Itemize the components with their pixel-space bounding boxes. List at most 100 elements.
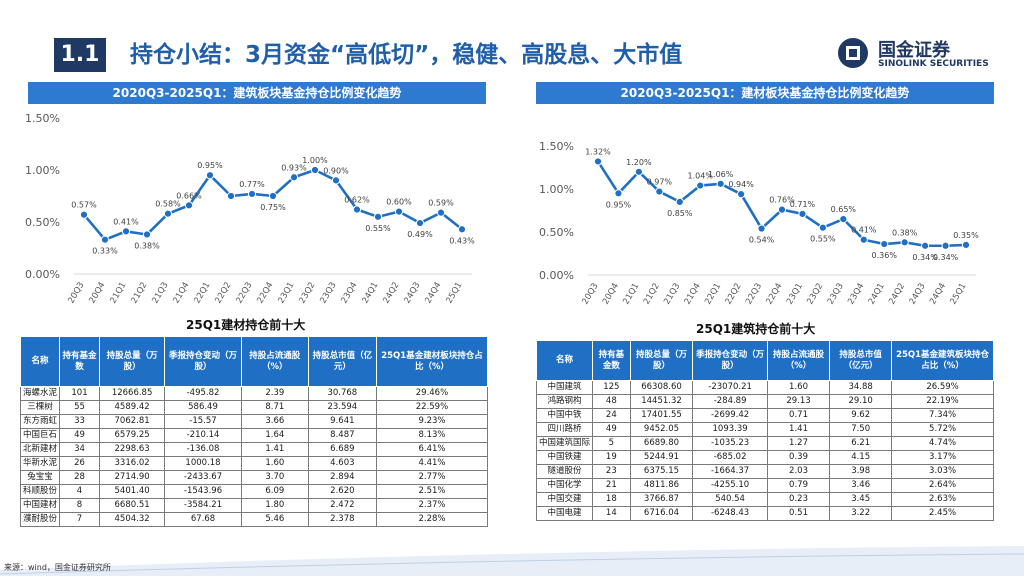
table-cell: 6.689 [307,442,377,457]
table-cell: 中国电建 [535,506,594,521]
data-point [839,215,848,224]
data-point [205,171,215,180]
table-row: 隧道股份 23 6375.15 -1664.37 2.03 3.98 3.03% [535,464,994,479]
data-label: 0.34% [912,253,938,262]
x-tick-label: 24Q3 [908,282,928,307]
table-cell: 8.71 [240,400,309,415]
data-point [100,235,110,244]
table-cell: 7062.81 [99,414,166,429]
data-label: 0.95% [197,161,223,170]
data-point [716,179,725,188]
table-cell: 6680.51 [99,498,166,513]
x-tick-label: 21Q3 [150,281,170,306]
x-tick-label: 20Q4 [87,281,107,306]
data-point [415,218,425,228]
table-cell: 5401.40 [99,484,166,499]
logo-en-text: SINOLINK SECURITIES [878,59,989,69]
x-tick-label: 20Q3 [66,281,86,306]
table-cell: 33 [59,414,101,429]
table-cell: 3316.02 [99,456,166,471]
data-label: 0.36% [872,251,898,260]
x-tick-label: 23Q1 [785,282,805,307]
y-tick-label: 1.50% [25,112,60,125]
table-cell: 3.98 [829,464,893,479]
table-cell: 海螺水泥 [19,386,61,401]
data-point [184,201,194,210]
y-tick-label: 0.50% [539,226,574,239]
table-cell: 2.39 [240,386,309,401]
table-cell: 5.46 [240,512,309,527]
table-row: 四川路桥 49 9452.05 1093.39 1.41 7.50 5.72% [535,422,994,437]
x-tick-label: 24Q1 [360,281,380,306]
table-cell: 6579.25 [99,428,166,443]
table-cell: 14451.32 [629,394,694,409]
table-row: 濮耐股份 7 4504.32 67.68 5.46 2.378 2.28% [19,512,489,527]
table-cell: -6248.43 [692,506,768,521]
table-cell: 1.41 [240,442,309,457]
table-cell: 2.51% [375,484,489,499]
data-point [226,191,236,201]
table-cell: 9.62 [829,408,893,423]
table-row: 中国化学 21 4811.86 -4255.10 0.79 3.46 2.64% [535,478,994,493]
table-cell: 1000.18 [164,456,242,471]
table-cell: 三棵树 [19,400,61,415]
x-tick-label: 21Q4 [171,281,191,306]
data-label: 0.59% [428,199,454,208]
table-cell: 29.10 [829,394,893,409]
data-point [593,157,603,166]
table-row: 中国建材 8 6680.51 -3584.21 1.80 2.472 2.37% [19,498,489,513]
table-cell: 2.620 [307,484,377,499]
table-row: 中国铁建 19 5244.91 -685.02 0.39 4.15 3.17% [535,450,994,465]
footer-swoosh [0,546,1024,576]
table-cell: 540.54 [692,492,768,507]
table-row: 科顺股份 4 5401.40 -1543.96 6.09 2.620 2.51% [19,484,489,499]
table-row: 三棵树 55 4589.42 586.49 8.71 23.594 22.59% [19,400,489,415]
data-point [614,189,623,198]
table-cell: 3.22 [829,506,893,521]
table-cell: 3766.87 [629,492,694,507]
table-cell: 21 [592,478,631,493]
table-cell: 9.641 [307,414,377,429]
data-label: 0.38% [134,241,160,250]
x-tick-label: 22Q2 [213,281,233,306]
table-cell: 14 [592,506,631,521]
x-tick-label: 24Q3 [402,281,422,306]
data-label: 0.49% [407,230,433,239]
y-tick-label: 1.00% [25,164,60,177]
table-cell: 4.41% [375,456,489,471]
data-label: 0.58% [155,200,181,209]
data-point [921,241,930,250]
table-cell: 鸿路钢构 [535,394,594,409]
table-cell: -495.82 [164,386,242,401]
right-holdings-table: 名称 持有基金数 持股总量（万股） 季报持仓变动（万股） 持股占流通股（%） 持股总市值（… [535,340,994,521]
table-cell: 29.46% [375,386,489,401]
table-cell: 6689.80 [629,436,694,451]
x-tick-label: 22Q1 [192,281,212,306]
table-cell: 中国交建 [535,492,594,507]
table-row: 海螺水泥 101 12666.85 -495.82 2.39 30.768 29.46% [19,386,489,401]
table-cell: 3.46 [829,478,893,493]
table-cell: 49 [59,428,101,443]
data-label: 0.43% [449,236,475,245]
x-tick-label: 23Q1 [276,281,296,306]
table-cell: 2.28% [375,512,489,527]
table-cell: 2.77% [375,470,489,485]
table-cell: 2.378 [307,512,377,527]
table-row: 中国建筑国际 5 6689.80 -1035.23 1.27 6.21 4.74% [535,436,994,451]
table-cell: 6.41% [375,442,489,457]
table-cell: 4 [59,484,101,499]
table-cell: 17401.55 [629,408,694,423]
table-cell: -2433.67 [164,470,242,485]
page-title: 持仓小结：3月资金“高低切”，稳健、高股息、大市值 [130,42,683,68]
source-note: 来源：wind，国金证券研究所 [4,563,111,572]
table-header-cell: 持股总量（万股） [629,340,694,381]
x-tick-label: 21Q4 [683,282,703,307]
x-tick-label: 22Q1 [703,282,723,307]
table-cell: 48 [592,394,631,409]
table-cell: 2.37% [375,498,489,513]
table-cell: 12666.85 [99,386,166,401]
table-cell: 2.03 [766,464,831,479]
table-cell: 中国建筑国际 [535,436,594,451]
table-cell: 6.21 [829,436,893,451]
table-cell: 6716.04 [629,506,694,521]
